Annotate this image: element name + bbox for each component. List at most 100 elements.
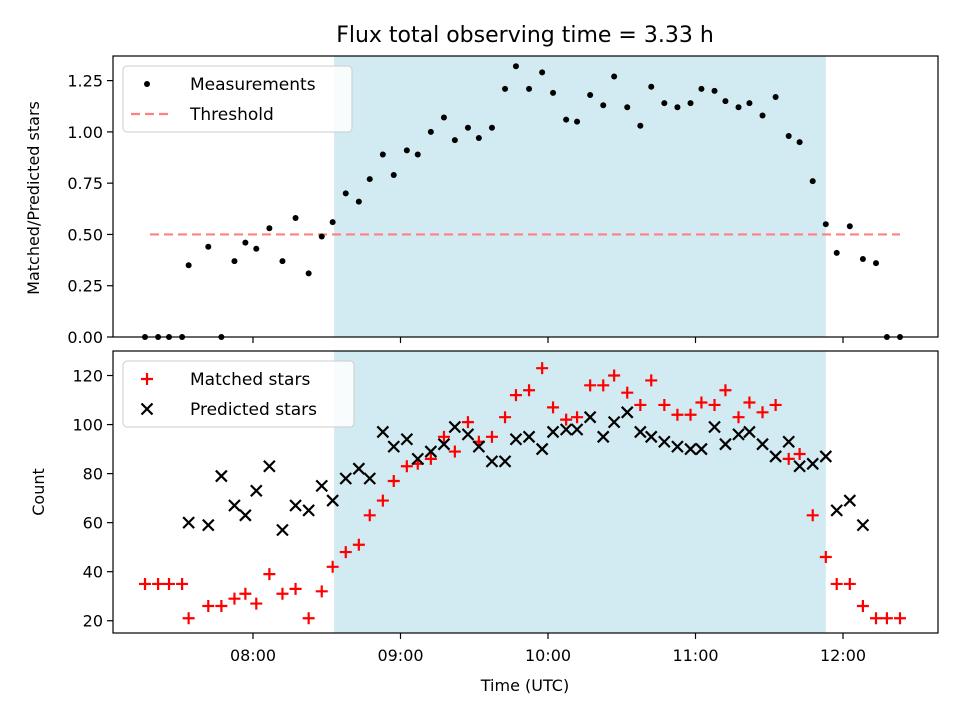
matched-star-point <box>756 406 769 419</box>
plot-frame <box>112 55 939 338</box>
predicted-star-point <box>485 455 499 468</box>
x-tick-label: 09:00 <box>377 646 423 665</box>
measurement-point <box>242 239 249 246</box>
matched-star-point <box>621 386 634 399</box>
matched-star-point <box>499 411 512 424</box>
matched-star-point <box>819 550 832 563</box>
predicted-star-point <box>302 504 315 517</box>
matched-star-point <box>215 600 228 613</box>
predicted-star-point <box>509 433 523 446</box>
matched-star-point <box>584 379 597 392</box>
legend-marker-measurements <box>144 81 150 87</box>
predicted-star-point <box>498 455 512 468</box>
measurement-point <box>512 63 519 70</box>
matched-star-point <box>315 585 328 598</box>
predicted-star-point <box>352 462 366 475</box>
matched-star-point <box>806 509 819 522</box>
matched-star-point <box>571 411 584 424</box>
legend-marker-matched <box>141 373 153 385</box>
matched-star-point <box>708 398 721 411</box>
measurement-point <box>846 223 853 230</box>
measurement-point <box>648 83 655 90</box>
predicted-star-point <box>843 494 857 507</box>
measurement-point <box>451 137 458 144</box>
measurement-point <box>185 262 192 269</box>
measurement-point <box>735 104 742 111</box>
matched-star-point <box>869 612 882 625</box>
matched-star-point <box>163 577 176 590</box>
matched-star-point <box>782 452 795 465</box>
matched-star-point <box>276 587 289 600</box>
measurement-point <box>342 190 349 197</box>
predicted-star-point <box>743 425 756 439</box>
matched-star-point <box>339 546 352 559</box>
y-tick-label: 0.50 <box>67 225 103 244</box>
matched-star-point <box>856 600 869 613</box>
predicted-star-point <box>819 450 833 463</box>
matched-star-point <box>658 398 671 411</box>
predicted-star-point <box>684 442 697 456</box>
predicted-star-point <box>363 472 377 485</box>
shaded-observing-span <box>334 351 826 633</box>
y-tick-label: 100 <box>72 416 103 435</box>
predicted-star-point <box>671 440 684 453</box>
measurement-point <box>563 116 570 123</box>
matched-star-point <box>424 452 437 465</box>
matched-star-point <box>182 612 195 625</box>
measurement-point <box>550 89 557 96</box>
matched-star-point <box>732 411 745 424</box>
matched-star-point <box>769 398 782 411</box>
measurement-point <box>475 135 482 142</box>
measurement-point <box>318 233 325 240</box>
measurement-point <box>600 102 607 109</box>
y-tick-label: 1.00 <box>67 123 103 142</box>
predicted-star-point <box>182 516 195 529</box>
predicted-star-point <box>793 459 806 473</box>
measurement-point <box>674 104 681 111</box>
x-tick-label: 10:00 <box>525 646 571 665</box>
y-axis-label-top: Matched/Predicted stars <box>24 101 43 295</box>
matched-star-point <box>547 401 560 414</box>
matched-star-point <box>597 379 610 392</box>
predicted-star-point <box>570 423 584 436</box>
measurement-point <box>253 245 260 252</box>
predicted-star-point <box>437 437 451 451</box>
matched-star-point <box>448 445 461 458</box>
measurement-point <box>796 139 803 146</box>
matched-star-point <box>326 560 339 573</box>
predicted-star-point <box>806 457 819 471</box>
x-tick-label: 12:00 <box>820 646 866 665</box>
measurement-point <box>772 94 779 101</box>
measurement-point <box>809 178 816 185</box>
measurement-point <box>833 249 840 256</box>
legend-label: Matched stars <box>190 370 310 390</box>
measurement-point <box>637 122 644 129</box>
predicted-star-point <box>830 504 843 517</box>
matched-star-point <box>743 396 756 409</box>
measurement-point <box>502 85 509 92</box>
measurement-point <box>574 118 581 125</box>
matched-star-point <box>228 592 241 605</box>
x-tick-label: 11:00 <box>672 646 718 665</box>
predicted-star-point <box>756 437 769 451</box>
predicted-star-point <box>339 472 353 485</box>
measurement-point <box>403 147 410 154</box>
predicted-star-point <box>461 428 475 441</box>
measurement-point <box>205 243 212 250</box>
matched-star-point <box>352 538 365 551</box>
predicted-star-point <box>583 410 597 424</box>
predicted-star-point <box>607 415 621 429</box>
y-tick-label: 0.00 <box>67 328 103 347</box>
measurement-point <box>355 198 362 205</box>
series-predicted-stars <box>182 406 870 537</box>
matched-star-point <box>485 430 498 443</box>
predicted-star-point <box>228 499 241 512</box>
matched-star-point <box>400 460 413 473</box>
predicted-star-point <box>376 425 390 439</box>
measurement-point <box>539 69 546 76</box>
predicted-star-point <box>769 450 782 463</box>
predicted-star-point <box>856 518 870 532</box>
matched-star-point <box>461 416 474 429</box>
matched-star-point <box>176 577 189 590</box>
